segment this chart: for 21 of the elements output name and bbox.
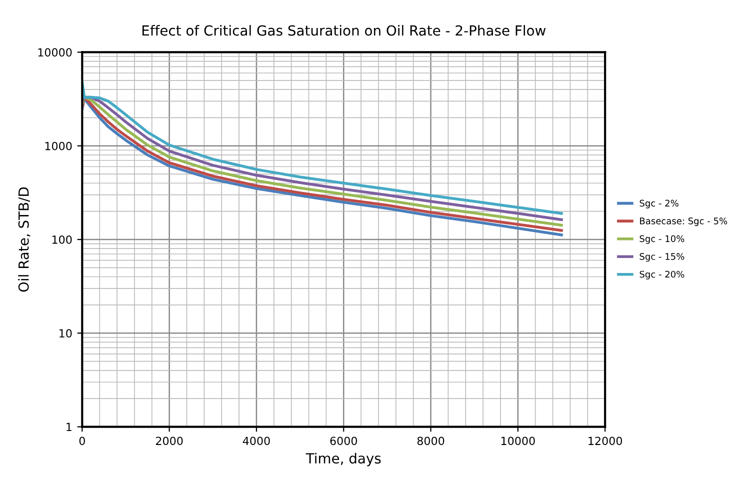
legend-label: Sgc - 15% (640, 253, 684, 262)
x-tick-label: 12000 (588, 436, 622, 446)
y-tick-label: 1 (66, 422, 72, 432)
x-tick-label: 10000 (501, 436, 535, 446)
x-axis-title: Time, days (306, 452, 381, 466)
y-axis-title: Oil Rate, STB/D (18, 187, 30, 292)
x-tick-label: 2000 (156, 436, 183, 446)
legend-label: Basecase: Sgc - 5% (640, 218, 728, 226)
x-tick-label: 8000 (417, 436, 444, 446)
x-tick-label: 6000 (330, 436, 358, 446)
y-tick-label: 1000 (45, 142, 72, 150)
legend-label: Sgc - 10% (640, 235, 684, 244)
chart-title: Effect of Critical Gas Saturation on Oil Rate - 2-Phase Flow (142, 24, 546, 36)
y-tick-label: 10000 (38, 48, 72, 57)
legend-label: Sgc - 2% (640, 200, 678, 208)
legend-label: Sgc - 20% (640, 270, 684, 280)
y-tick-label: 10 (60, 329, 72, 338)
x-tick-label: 4000 (242, 436, 270, 446)
x-tick-label: 0 (79, 436, 85, 446)
y-tick-label: 100 (52, 235, 72, 244)
line-series (82, 80, 563, 215)
